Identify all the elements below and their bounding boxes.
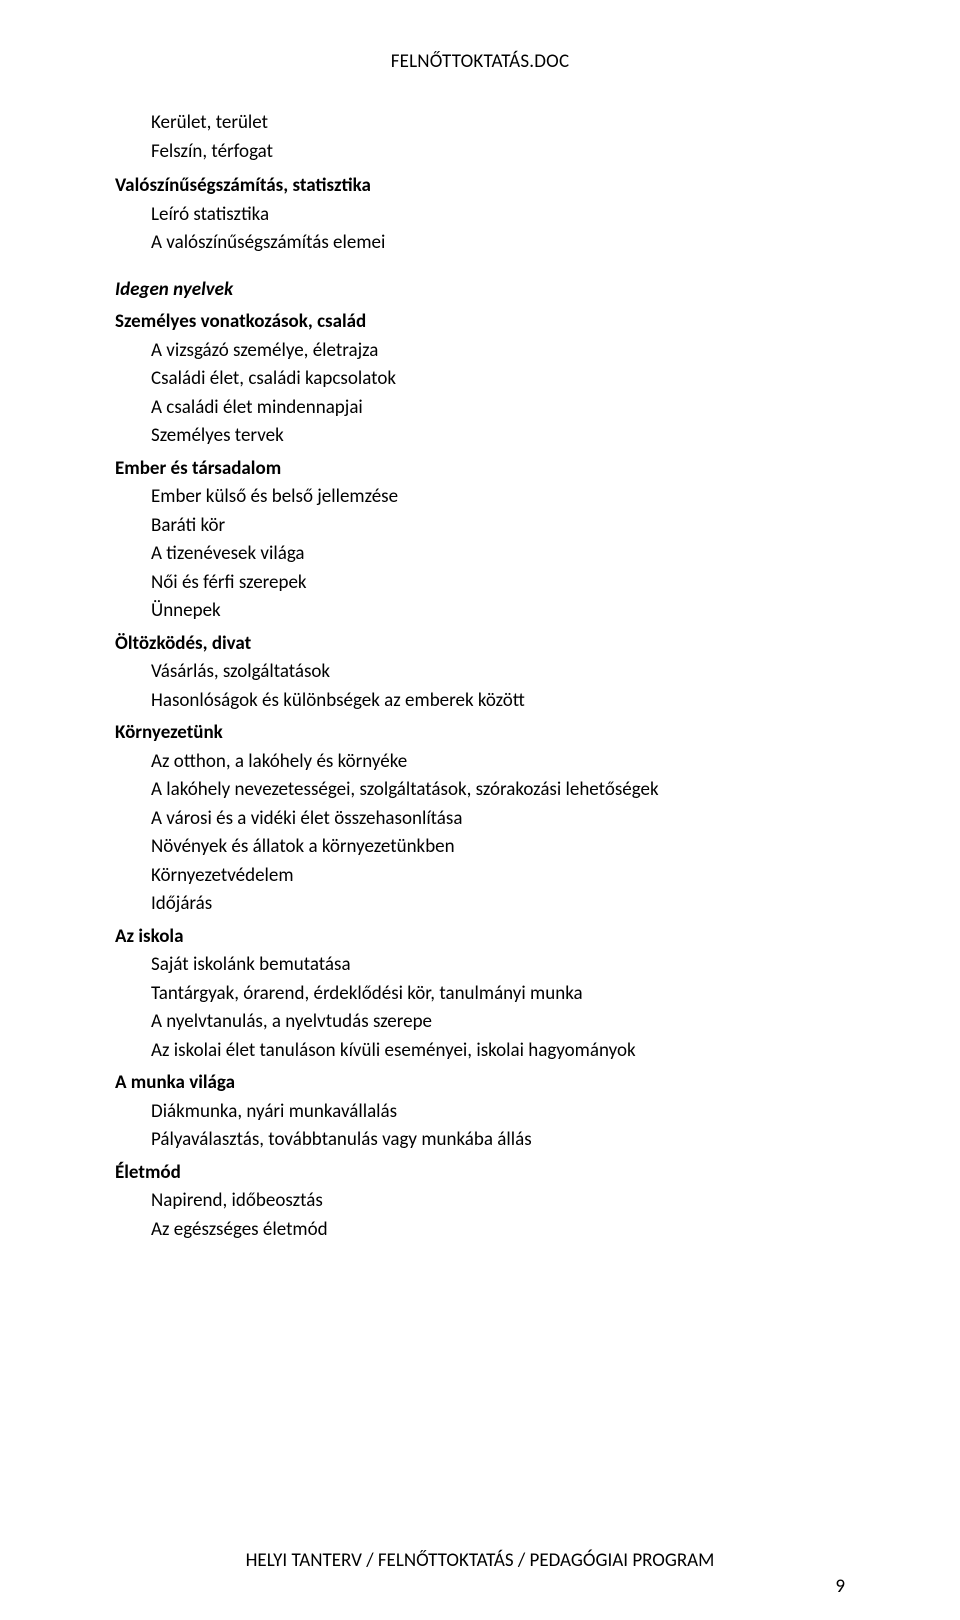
list-item: Tantárgyak, órarend, érdeklődési kör, ta… xyxy=(151,980,845,1009)
list-item: A nyelvtanulás, a nyelvtudás szerepe xyxy=(151,1008,845,1037)
list-item: Baráti kör xyxy=(151,512,845,541)
section-heading: Az iskola xyxy=(115,923,845,952)
list-item: A lakóhely nevezetességei, szolgáltatáso… xyxy=(151,776,845,805)
section-heading: Személyes vonatkozások, család xyxy=(115,308,845,337)
document-body: Kerület, területFelszín, térfogat Valószí… xyxy=(115,109,845,1244)
list-item: A városi és a vidéki élet összehasonlítá… xyxy=(151,805,845,834)
list-item: Leíró statisztika xyxy=(151,201,845,230)
list-item: Kerület, terület xyxy=(151,109,845,138)
list-item: Pályaválasztás, továbbtanulás vagy munká… xyxy=(151,1126,845,1155)
list-item: Családi élet, családi kapcsolatok xyxy=(151,365,845,394)
section-heading: Környezetünk xyxy=(115,719,845,748)
list-item: A tizenévesek világa xyxy=(151,540,845,569)
list-item: Női és férfi szerepek xyxy=(151,569,845,598)
list-item: Saját iskolánk bemutatása xyxy=(151,951,845,980)
section-heading: A munka világa xyxy=(115,1069,845,1098)
list-item: A családi élet mindennapjai xyxy=(151,394,845,423)
section-heading: Ember és társadalom xyxy=(115,455,845,484)
list-item: Hasonlóságok és különbségek az emberek k… xyxy=(151,687,845,716)
list-item: Felszín, térfogat xyxy=(151,138,845,167)
list-item: Ünnepek xyxy=(151,597,845,626)
list-item: Az egészséges életmód xyxy=(151,1216,845,1245)
section-heading: Életmód xyxy=(115,1159,845,1188)
list-item: Személyes tervek xyxy=(151,422,845,451)
list-item: A valószínűségszámítás elemei xyxy=(151,229,845,258)
list-item: Ember külső és belső jellemzése xyxy=(151,483,845,512)
list-item: Növények és állatok a környezetünkben xyxy=(151,833,845,862)
document-footer: HELYI TANTERV / FELNŐTTOKTATÁS / PEDAGÓG… xyxy=(0,1549,960,1572)
list-item: A vizsgázó személye, életrajza xyxy=(151,337,845,366)
page-number: 9 xyxy=(835,1575,845,1598)
list-item: Az iskolai élet tanuláson kívüli esemény… xyxy=(151,1037,845,1066)
list-item: Időjárás xyxy=(151,890,845,919)
document-header: FELNŐTTOKTATÁS.DOC xyxy=(115,50,845,73)
list-item: Diákmunka, nyári munkavállalás xyxy=(151,1098,845,1127)
section-heading: Öltözködés, divat xyxy=(115,630,845,659)
list-item: Napirend, időbeosztás xyxy=(151,1187,845,1216)
section-heading-italic: Idegen nyelvek xyxy=(115,276,845,305)
list-item: Környezetvédelem xyxy=(151,862,845,891)
section-heading: Valószínűségszámítás, statisztika xyxy=(115,172,845,201)
list-item: Vásárlás, szolgáltatások xyxy=(151,658,845,687)
list-item: Az otthon, a lakóhely és környéke xyxy=(151,748,845,777)
